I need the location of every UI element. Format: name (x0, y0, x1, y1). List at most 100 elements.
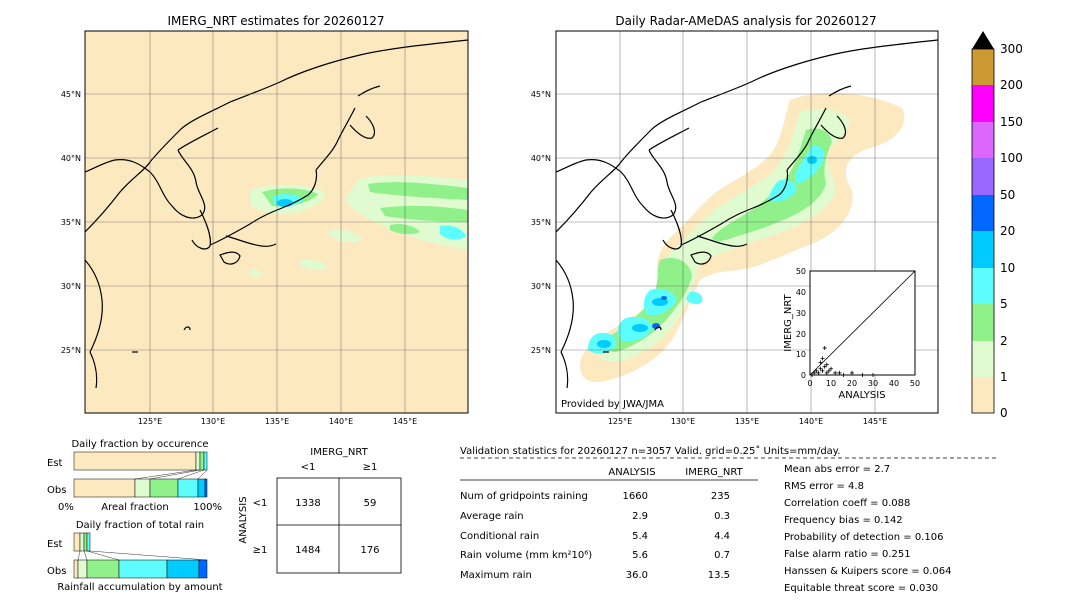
inset-ytick-50: 50 (796, 267, 806, 276)
left-lon-125: 125°E (138, 417, 162, 426)
validation-row-analysis: 5.6 (632, 550, 648, 561)
score-line: Probability of detection = 0.106 (784, 532, 943, 543)
score-line: RMS error = 4.8 (784, 481, 864, 492)
validation-row-analysis: 2.9 (632, 511, 648, 522)
right-map-frame (555, 30, 939, 414)
contingency-cell-01: 59 (364, 498, 377, 509)
scatter-point (824, 370, 829, 375)
right-lat-25: 25°N (531, 346, 551, 355)
colorbar-label-150: 150 (1000, 115, 1023, 129)
scatter-point (822, 364, 827, 369)
scatter-inset: 0 10 20 30 40 50 0 10 20 30 40 50 ANALYS… (783, 267, 920, 401)
tr-est-seg-2 (83, 532, 88, 552)
occurrence-title: Daily fraction by occurence (71, 439, 208, 450)
validation-row-label: Conditional rain (460, 531, 539, 542)
colorbar-seg-6 (972, 158, 994, 195)
left-map-lat-labels: 45°N 40°N 35°N 30°N 25°N (61, 90, 81, 355)
occ-est-seg-3 (203, 451, 208, 471)
contingency-row-title: ANALYSIS (238, 496, 249, 543)
left-map-coastlines (85, 39, 468, 389)
occurrence-row-obs: Obs (47, 485, 66, 496)
total-rain-row-est: Est (47, 539, 63, 550)
contingency-row-lt1: <1 (253, 498, 268, 509)
validation-row-label: Average rain (460, 511, 524, 522)
inset-xlabel: ANALYSIS (838, 390, 885, 401)
scatter-point (820, 368, 825, 373)
scatter-point (837, 370, 842, 375)
inset-ytick-0: 0 (801, 371, 806, 380)
occ-est-seg-0 (73, 451, 197, 471)
tr-obs-seg-4 (166, 559, 200, 579)
colorbar-seg-3 (972, 268, 994, 304)
occurrence-chart: Daily fraction by occurence Est Obs 0% A… (47, 439, 222, 513)
left-lat-30: 30°N (61, 282, 81, 291)
colorbar-seg-5 (972, 195, 994, 231)
score-line: Equitable threat score = 0.030 (784, 583, 938, 594)
inset-y-ticks: 0 10 20 30 40 50 (796, 267, 806, 380)
occ-obs-seg-5 (204, 478, 208, 498)
colorbar-label-2: 2 (1000, 334, 1008, 348)
colorbar-labels: 0 1 2 5 10 20 50 100 150 200 300 (1000, 42, 1023, 420)
contingency-row-ge1: ≥1 (253, 545, 268, 556)
scatter-point (818, 360, 823, 365)
colorbar-seg-1 (972, 341, 994, 377)
contingency-col-ge1: ≥1 (363, 462, 378, 473)
left-lat-40: 40°N (61, 154, 81, 163)
right-lon-135: 135°E (735, 417, 759, 426)
scatter-point (824, 362, 829, 367)
scatter-point (818, 366, 823, 371)
occurrence-xmin: 0% (58, 502, 74, 513)
colorbar-label-10: 10 (1000, 261, 1015, 275)
score-line: Hanssen & Kuipers score = 0.064 (784, 566, 951, 577)
scatter-point (860, 373, 865, 377)
score-line: Mean abs error = 2.7 (784, 464, 890, 475)
inset-xtick-50: 50 (910, 379, 920, 388)
scatter-point (812, 370, 817, 375)
score-line: Correlation coeff = 0.088 (784, 498, 910, 509)
occ-connectors (134, 469, 208, 480)
inset-ytick-30: 30 (796, 309, 806, 318)
colorbar-label-5: 5 (1000, 297, 1008, 311)
scatter-point (814, 368, 819, 373)
left-map-rain (250, 174, 468, 277)
validation-stats: Validation statistics for 20260127 n=305… (460, 445, 996, 594)
tr-est-seg-3 (86, 532, 91, 552)
right-lon-125: 125°E (608, 417, 632, 426)
tr-obs-seg-3 (118, 559, 168, 579)
right-map-coastlines (556, 39, 938, 389)
scatter-point (826, 368, 831, 373)
occurrence-xmid: Areal fraction (101, 502, 168, 513)
colorbar-label-200: 200 (1000, 78, 1023, 92)
occ-obs-seg-0 (73, 478, 136, 498)
inset-xtick-40: 40 (889, 379, 899, 388)
contingency-col-title: IMERG_NRT (310, 447, 368, 458)
colorbar-label-1: 1 (1000, 370, 1008, 384)
occ-obs-seg-3 (177, 478, 199, 498)
left-map-title: IMERG_NRT estimates for 20260127 (168, 14, 385, 28)
right-lon-145: 145°E (863, 417, 887, 426)
left-map-lon-labels: 125°E 130°E 135°E 140°E 145°E (138, 417, 417, 426)
left-map (85, 31, 468, 413)
validation-row-analysis: 1660 (623, 491, 648, 502)
total-rain-xlabel: Rainfall accumulation by amount (57, 582, 222, 593)
contingency-cell-11: 176 (360, 545, 379, 556)
tr-est-seg-0 (73, 532, 81, 552)
inset-xtick-30: 30 (868, 379, 878, 388)
inset-xtick-20: 20 (847, 379, 857, 388)
colorbar-label-50: 50 (1000, 188, 1015, 202)
colorbar-seg-7 (972, 122, 994, 158)
contingency-table: IMERG_NRT <1 ≥1 ANALYSIS <1 ≥1 1338 59 1… (238, 447, 402, 574)
tr-connectors (77, 550, 208, 561)
inset-x-ticks: 0 10 20 30 40 50 (807, 379, 920, 388)
score-line: False alarm ratio = 0.251 (784, 549, 911, 560)
right-map-lat-labels: 45°N 40°N 35°N 30°N 25°N (531, 90, 551, 355)
scatter-point (810, 373, 815, 377)
right-map-lon-labels: 125°E 130°E 135°E 140°E 145°E (608, 417, 887, 426)
colorbar-seg-0 (972, 377, 994, 413)
tr-obs-seg-0 (73, 559, 79, 579)
scatter-point (871, 373, 875, 377)
right-map-title: Daily Radar-AMeDAS analysis for 20260127 (615, 14, 876, 28)
left-lon-145: 145°E (393, 417, 417, 426)
occ-est-seg-1 (195, 451, 201, 471)
contingency-cell-00: 1338 (295, 498, 320, 509)
